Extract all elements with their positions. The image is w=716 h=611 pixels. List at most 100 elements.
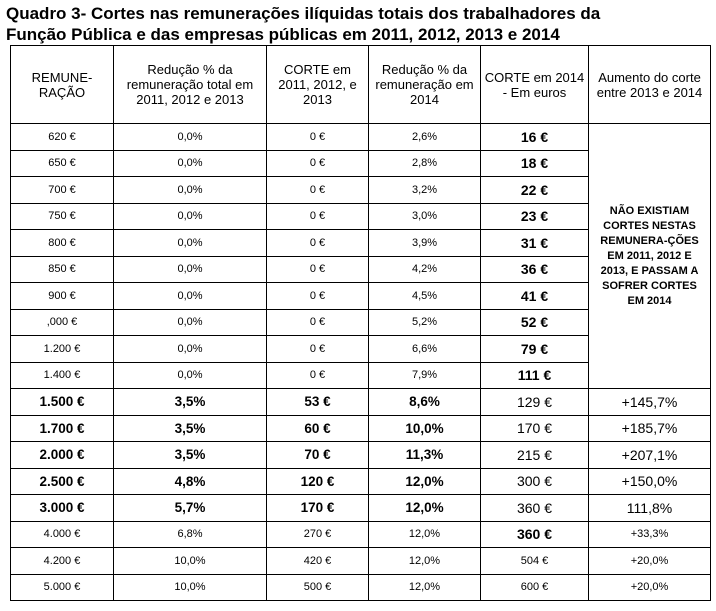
cell-remuneracao: 1.400 €: [10, 361, 114, 389]
cell-remuneracao: 5.000 €: [10, 573, 114, 601]
header-remuneracao: REMUNE-RAÇÃO: [10, 45, 114, 124]
cell-reducao-2014: 7,9%: [368, 361, 481, 389]
table-row: 5.000 € 10,0% 500 € 12,0% 600 € +20,0%: [10, 573, 711, 601]
cell-reducao-2011-2013: 3,5%: [113, 414, 267, 442]
cell-remuneracao: 800 €: [10, 229, 114, 257]
table-row: 3.000 € 5,7% 170 € 12,0% 360 € 111,8%: [10, 494, 711, 522]
cell-corte-2011-2013: 420 €: [266, 547, 369, 575]
header-corte-2014: CORTE em 2014 - Em euros: [480, 45, 589, 124]
table-row: 1.700 € 3,5% 60 € 10,0% 170 € +185,7%: [10, 414, 711, 442]
cell-corte-2011-2013: 120 €: [266, 467, 369, 495]
cell-corte-2014: 215 €: [480, 441, 589, 469]
cell-reducao-2011-2013: 6,8%: [113, 520, 267, 548]
cell-reducao-2011-2013: 3,5%: [113, 388, 267, 416]
cell-reducao-2014: 3,9%: [368, 229, 481, 257]
cell-corte-2014: 300 €: [480, 467, 589, 495]
cell-reducao-2014: 12,0%: [368, 547, 481, 575]
cell-corte-2014: 31 €: [480, 229, 589, 257]
cell-reducao-2014: 12,0%: [368, 494, 481, 522]
cell-corte-2011-2013: 0 €: [266, 176, 369, 204]
cell-remuneracao: 1.200 €: [10, 335, 114, 363]
cell-remuneracao: 900 €: [10, 282, 114, 310]
cell-corte-2014: 504 €: [480, 547, 589, 575]
table-row: 1.400 € 0,0% 0 € 7,9% 111 €: [10, 361, 711, 389]
cell-corte-2011-2013: 53 €: [266, 388, 369, 416]
cell-corte-2011-2013: 60 €: [266, 414, 369, 442]
cell-corte-2011-2013: 0 €: [266, 229, 369, 257]
cell-corte-2011-2013: 0 €: [266, 202, 369, 230]
cell-reducao-2011-2013: 0,0%: [113, 308, 267, 336]
table-row: 750 € 0,0% 0 € 3,0% 23 €: [10, 202, 711, 230]
cell-aumento-corte: +145,7%: [588, 388, 711, 416]
cell-reducao-2014: 12,0%: [368, 520, 481, 548]
cell-reducao-2014: 4,2%: [368, 255, 481, 283]
cell-corte-2014: 79 €: [480, 335, 589, 363]
cuts-table: REMUNE-RAÇÃO Redução % da remuneração to…: [10, 45, 711, 601]
cell-reducao-2014: 8,6%: [368, 388, 481, 416]
cell-corte-2011-2013: 0 €: [266, 282, 369, 310]
cell-reducao-2011-2013: 0,0%: [113, 149, 267, 177]
header-aumento-corte: Aumento do corte entre 2013 e 2014: [588, 45, 711, 124]
cell-corte-2011-2013: 0 €: [266, 255, 369, 283]
header-corte-2011-2013: CORTE em 2011, 2012, e 2013: [266, 45, 369, 124]
cell-remuneracao: 2.000 €: [10, 441, 114, 469]
table-row: 850 € 0,0% 0 € 4,2% 36 €: [10, 255, 711, 283]
cell-corte-2014: 23 €: [480, 202, 589, 230]
cell-remuneracao: 620 €: [10, 123, 114, 151]
cell-reducao-2011-2013: 0,0%: [113, 282, 267, 310]
cell-corte-2014: 360 €: [480, 494, 589, 522]
table-row: 620 € 0,0% 0 € 2,6% 16 € NÃO EXISTIAM CO…: [10, 123, 711, 389]
cell-corte-2014: 360 €: [480, 520, 589, 548]
cell-corte-2014: 36 €: [480, 255, 589, 283]
table-row: 900 € 0,0% 0 € 4,5% 41 €: [10, 282, 711, 310]
cell-remuneracao: 1.500 €: [10, 388, 114, 416]
cell-reducao-2014: 2,8%: [368, 149, 481, 177]
table-row: 700 € 0,0% 0 € 3,2% 22 €: [10, 176, 711, 204]
cell-corte-2014: 22 €: [480, 176, 589, 204]
cell-corte-2014: 129 €: [480, 388, 589, 416]
cell-reducao-2014: 12,0%: [368, 573, 481, 601]
cell-corte-2011-2013: 0 €: [266, 308, 369, 336]
header-row: REMUNE-RAÇÃO Redução % da remuneração to…: [10, 45, 711, 124]
table-row: 1.500 € 3,5% 53 € 8,6% 129 € +145,7%: [10, 388, 711, 416]
cell-reducao-2014: 3,0%: [368, 202, 481, 230]
table-row: 4.000 € 6,8% 270 € 12,0% 360 € +33,3%: [10, 520, 711, 548]
cell-aumento-corte: +20,0%: [588, 573, 711, 601]
cell-reducao-2011-2013: 10,0%: [113, 547, 267, 575]
cell-reducao-2014: 6,6%: [368, 335, 481, 363]
cell-remuneracao: 4.000 €: [10, 520, 114, 548]
cell-corte-2014: 600 €: [480, 573, 589, 601]
cell-reducao-2011-2013: 3,5%: [113, 441, 267, 469]
cell-aumento-corte: +207,1%: [588, 441, 711, 469]
cell-reducao-2011-2013: 4,8%: [113, 467, 267, 495]
table-row: 650 € 0,0% 0 € 2,8% 18 €: [10, 149, 711, 177]
cell-reducao-2011-2013: 0,0%: [113, 229, 267, 257]
cell-corte-2014: 41 €: [480, 282, 589, 310]
cell-reducao-2014: 12,0%: [368, 467, 481, 495]
table-row: 4.200 € 10,0% 420 € 12,0% 504 € +20,0%: [10, 547, 711, 575]
cell-corte-2014: 18 €: [480, 149, 589, 177]
cell-reducao-2011-2013: 0,0%: [113, 176, 267, 204]
table-row: 800 € 0,0% 0 € 3,9% 31 €: [10, 229, 711, 257]
cell-remuneracao: 850 €: [10, 255, 114, 283]
table-row: 2.000 € 3,5% 70 € 11,3% 215 € +207,1%: [10, 441, 711, 469]
cell-aumento-corte: +185,7%: [588, 414, 711, 442]
cell-corte-2011-2013: 0 €: [266, 335, 369, 363]
cell-corte-2011-2013: 170 €: [266, 494, 369, 522]
title-line-1: Quadro 3- Cortes nas remunerações ilíqui…: [6, 4, 601, 23]
cell-remuneracao: 650 €: [10, 149, 114, 177]
cell-remuneracao: 2.500 €: [10, 467, 114, 495]
cell-reducao-2014: 11,3%: [368, 441, 481, 469]
cell-corte-2014: 111 €: [480, 361, 589, 389]
cell-corte-2014: 16 €: [480, 123, 589, 151]
cell-reducao-2011-2013: 10,0%: [113, 573, 267, 601]
note-cell: NÃO EXISTIAM CORTES NESTAS REMUNERA-ÇÕES…: [588, 123, 711, 389]
cell-reducao-2011-2013: 0,0%: [113, 255, 267, 283]
cell-reducao-2011-2013: 0,0%: [113, 123, 267, 151]
cell-remuneracao: 3.000 €: [10, 494, 114, 522]
cell-aumento-corte: +150,0%: [588, 467, 711, 495]
cell-reducao-2014: 10,0%: [368, 414, 481, 442]
cell-reducao-2014: 5,2%: [368, 308, 481, 336]
cell-corte-2011-2013: 0 €: [266, 123, 369, 151]
cell-reducao-2014: 3,2%: [368, 176, 481, 204]
